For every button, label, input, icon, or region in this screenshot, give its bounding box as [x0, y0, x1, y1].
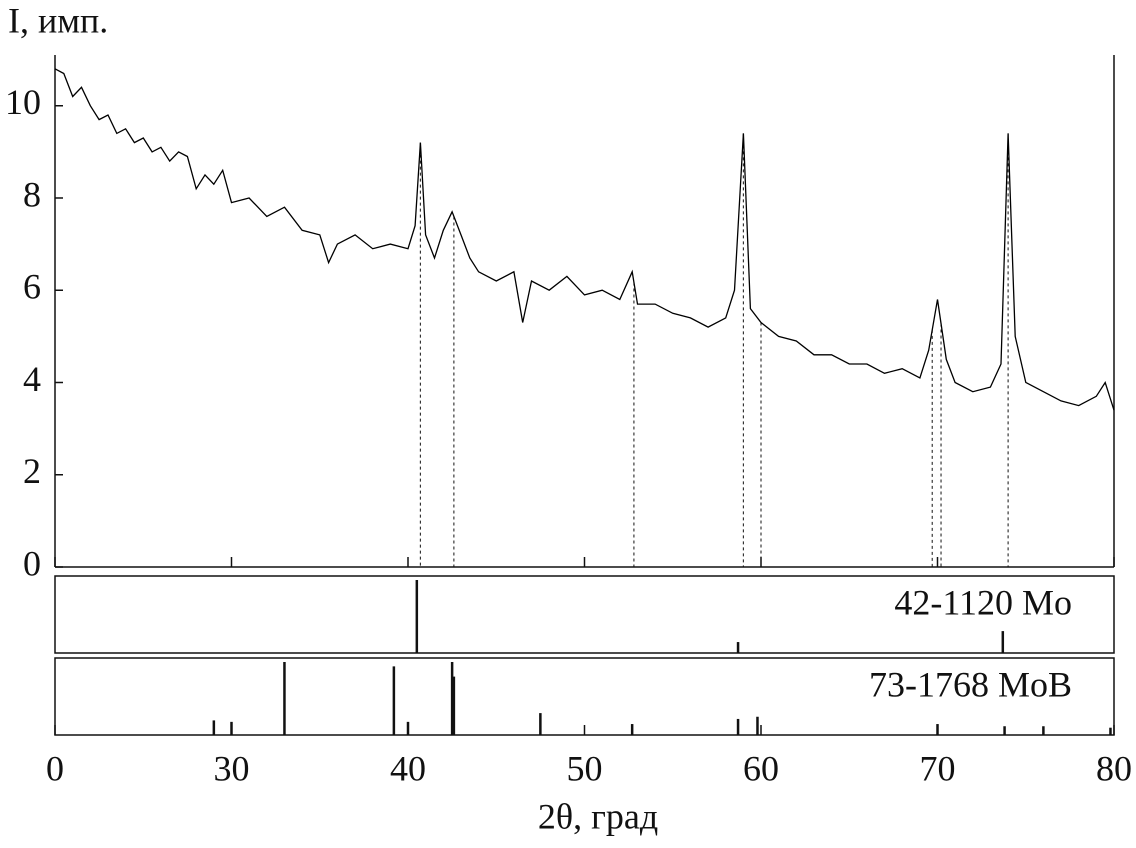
x-tick-label: 0 [46, 748, 64, 788]
x-tick-label: 30 [214, 748, 250, 788]
x-tick-label: 60 [743, 748, 779, 788]
reference-label: 42-1120 Mo [894, 582, 1072, 622]
x-axis-label: 2θ, град [538, 796, 658, 836]
reference-label: 73-1768 MoB [869, 664, 1072, 704]
y-tick-label: 10 [5, 82, 41, 122]
reference-panel [54, 575, 1115, 654]
y-tick-label: 4 [23, 359, 41, 399]
y-tick-label: 8 [23, 174, 41, 214]
y-tick-label: 6 [23, 267, 41, 307]
y-tick-label: 2 [23, 451, 41, 491]
pattern-line [54, 68, 1115, 411]
y-axis-label: I, имп. [8, 0, 108, 40]
x-tick-label: 50 [567, 748, 603, 788]
x-tick-label: 40 [390, 748, 426, 788]
x-tick-label: 70 [920, 748, 956, 788]
y-tick-label: 0 [23, 543, 41, 583]
x-tick-label: 80 [1096, 748, 1132, 788]
